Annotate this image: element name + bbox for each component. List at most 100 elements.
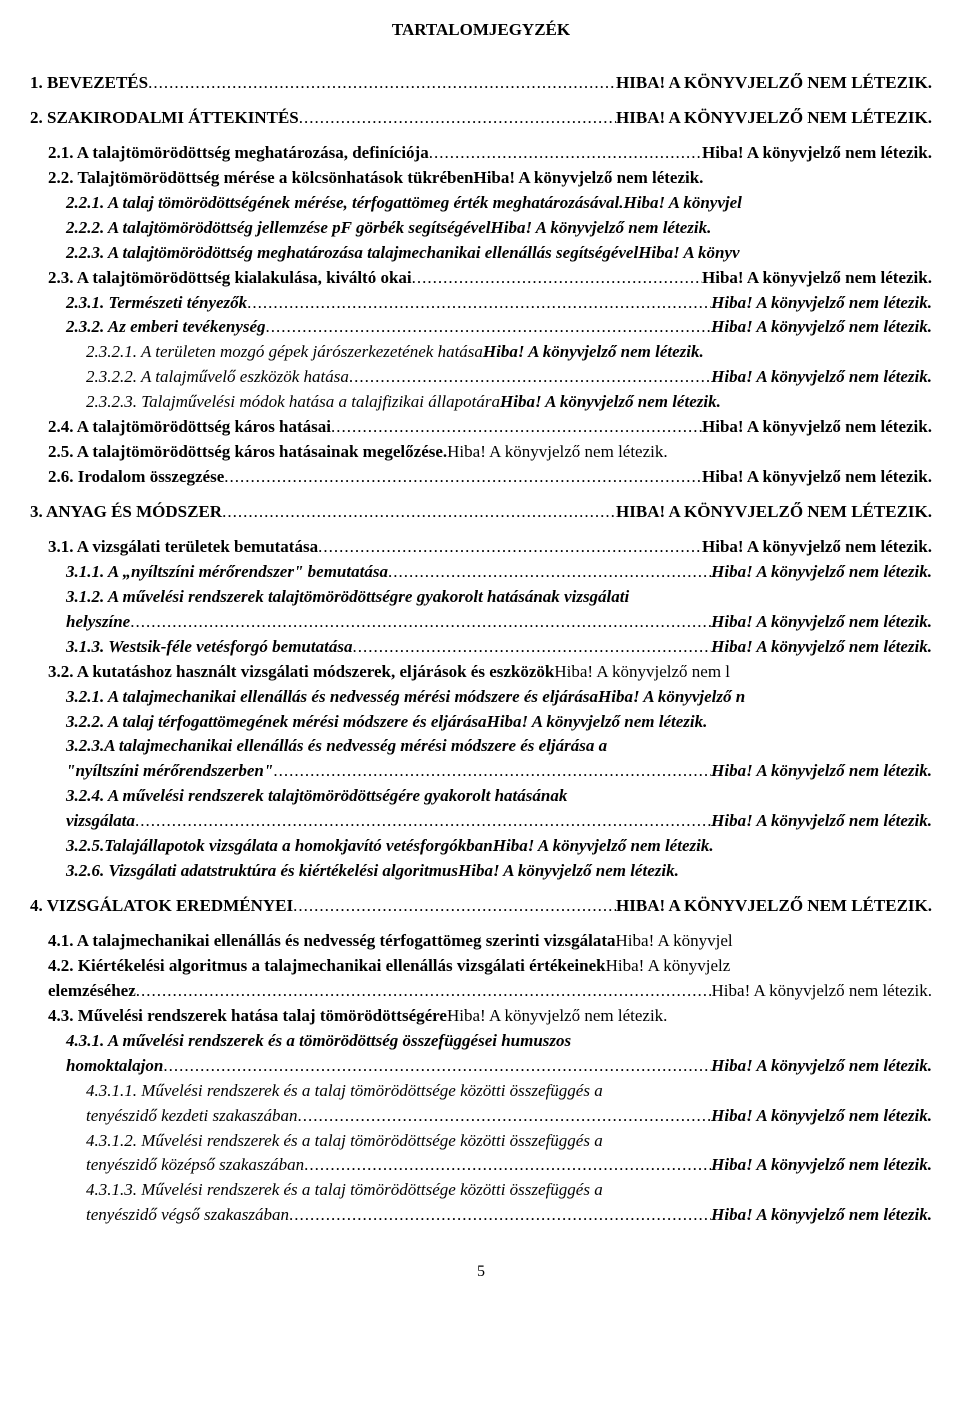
- toc-entry: 4.3.1.1. Művelési rendszerek és a talaj …: [30, 1080, 932, 1103]
- toc-leader: [148, 72, 616, 95]
- toc-ref: Hiba! A könyvjelz: [606, 955, 731, 978]
- toc-entry: 2.2.2. A talajtömörödöttség jellemzése p…: [30, 217, 932, 240]
- toc-leader: [298, 1105, 712, 1128]
- toc-leader: [247, 292, 711, 315]
- toc-entry: 3.2.3.A talajmechanikai ellenállás és ne…: [30, 735, 932, 758]
- toc-entry: 3.1.3. Westsik-féle vetésforgó bemutatás…: [30, 636, 932, 659]
- toc-entry: 2.2. Talajtömörödöttség mérése a kölcsön…: [30, 167, 932, 190]
- toc-label: 2.3.1. Természeti tényezők: [66, 292, 247, 315]
- toc-leader: [331, 416, 702, 439]
- toc-entry: 2.2.3. A talajtömörödöttség meghatározás…: [30, 242, 932, 265]
- toc-entry: 2.1. A talajtömörödöttség meghatározása,…: [30, 142, 932, 165]
- toc-label: 3.2.5.Talajállapotok vizsgálata a homokj…: [66, 835, 493, 858]
- toc-label: 4.1. A talajmechanikai ellenállás és ned…: [48, 930, 616, 953]
- toc-ref: Hiba! A könyvjelző nem létezik.: [711, 561, 932, 584]
- toc-entry: 2.3.2. Az emberi tevékenység Hiba! A kön…: [30, 316, 932, 339]
- toc-label: helyszíne: [66, 611, 130, 634]
- toc-leader: [349, 366, 711, 389]
- toc-label: 2.2.3. A talajtömörödöttség meghatározás…: [66, 242, 638, 265]
- toc-ref: Hiba! A könyvjelző nem létezik.: [702, 536, 932, 559]
- toc-entry: 4.3.1. A művelési rendszerek és a tömörö…: [30, 1030, 932, 1053]
- toc-entry: helyszíne Hiba! A könyvjelző nem létezik…: [30, 611, 932, 634]
- toc-ref: Hiba! A könyvjelző nem létezik.: [711, 366, 932, 389]
- toc-entry: "nyíltszíni mérőrendszerben" Hiba! A kön…: [30, 760, 932, 783]
- toc-label: 3.2.1. A talajmechanikai ellenállás és n…: [66, 686, 598, 709]
- toc-label: 3.1.1. A „nyíltszíni mérőrendszer" bemut…: [66, 561, 388, 584]
- toc-ref: Hiba! A könyvjelző nem létezik.: [711, 760, 932, 783]
- toc-entry: 2.3.2.3. Talajművelési módok hatása a ta…: [30, 391, 932, 414]
- toc-leader: [266, 316, 712, 339]
- toc-leader: [352, 636, 711, 659]
- toc-entry: 2.5. A talajtömörödöttség káros hatásain…: [30, 441, 932, 464]
- toc-ref: HIBA! A KÖNYVJELZŐ NEM LÉTEZIK.: [616, 107, 932, 130]
- toc-label: 4.3. Művelési rendszerek hatása talaj tö…: [48, 1005, 447, 1028]
- toc-ref: Hiba! A könyvjelző nem létezik.: [711, 316, 932, 339]
- toc-entry: 3. ANYAG ÉS MÓDSZER HIBA! A KÖNYVJELZŐ N…: [30, 501, 932, 524]
- toc-label: 4.2. Kiértékelési algoritmus a talajmech…: [48, 955, 606, 978]
- toc-entry: 3.2.6. Vizsgálati adatstruktúra és kiért…: [30, 860, 932, 883]
- toc-leader: [135, 810, 711, 833]
- toc-label: homoktalajon: [66, 1055, 163, 1078]
- toc-ref: Hiba! A könyvjelző nem létezik.: [711, 1154, 932, 1177]
- toc-ref: Hiba! A könyvjelző nem létezik.: [711, 611, 932, 634]
- toc-label: 2.2.1. A talaj tömörödöttségének mérése,…: [66, 192, 624, 215]
- toc-label: 3.1.3. Westsik-féle vetésforgó bemutatás…: [66, 636, 352, 659]
- toc-ref: Hiba! A könyvjelző nem létezik.: [491, 217, 712, 240]
- toc-label: 3.1.2. A művelési rendszerek talajtömörö…: [66, 586, 629, 609]
- toc-label: 4.3.1.1. Művelési rendszerek és a talaj …: [86, 1080, 603, 1103]
- toc-leader: [136, 980, 712, 1003]
- toc-ref: Hiba! A könyvjelző nem létezik.: [487, 711, 708, 734]
- toc-entry: 2.6. Irodalom összegzése Hiba! A könyvje…: [30, 466, 932, 489]
- toc-label: 3.1. A vizsgálati területek bemutatása: [48, 536, 318, 559]
- toc-entry: 4.3.1.2. Művelési rendszerek és a talaj …: [30, 1130, 932, 1153]
- toc-entry: 3.1.1. A „nyíltszíni mérőrendszer" bemut…: [30, 561, 932, 584]
- toc-entry: 3.2. A kutatáshoz használt vizsgálati mó…: [30, 661, 932, 684]
- toc-entry: 2.3.2.1. A területen mozgó gépek járósze…: [30, 341, 932, 364]
- toc-entry: 3.2.4. A művelési rendszerek talajtömörö…: [30, 785, 932, 808]
- toc-ref: Hiba! A könyvjelző nem létezik.: [711, 636, 932, 659]
- toc-ref: HIBA! A KÖNYVJELZŐ NEM LÉTEZIK.: [616, 895, 932, 918]
- toc-label: 2.3.2.2. A talajművelő eszközök hatása: [86, 366, 349, 389]
- toc-label: 2.2. Talajtömörödöttség mérése a kölcsön…: [48, 167, 473, 190]
- toc-leader: [304, 1154, 711, 1177]
- toc-label: 3. ANYAG ÉS MÓDSZER: [30, 501, 222, 524]
- toc-ref: Hiba! A könyvjel: [616, 930, 733, 953]
- toc-entry: homoktalajon Hiba! A könyvjelző nem léte…: [30, 1055, 932, 1078]
- toc-ref: Hiba! A könyvjelző nem létezik.: [702, 142, 932, 165]
- toc-label: 2.3.2.1. A területen mozgó gépek járósze…: [86, 341, 483, 364]
- toc-label: 3.2.6. Vizsgálati adatstruktúra és kiért…: [66, 860, 458, 883]
- toc-ref: Hiba! A könyvjelző nem létezik.: [711, 292, 932, 315]
- toc-entry: vizsgálata Hiba! A könyvjelző nem létezi…: [30, 810, 932, 833]
- toc-label: 2.5. A talajtömörödöttség káros hatásain…: [48, 441, 447, 464]
- page-number: 5: [30, 1263, 932, 1281]
- toc-leader: [293, 895, 616, 918]
- toc-label: tenyészidő kezdeti szakaszában: [86, 1105, 298, 1128]
- toc-entry: 1. BEVEZETÉS HIBA! A KÖNYVJELZŐ NEM LÉTE…: [30, 72, 932, 95]
- toc-ref: Hiba! A könyvjelző nem létezik.: [473, 167, 703, 190]
- toc-entry: 3.2.5.Talajállapotok vizsgálata a homokj…: [30, 835, 932, 858]
- toc-entry: 3.1.2. A művelési rendszerek talajtömörö…: [30, 586, 932, 609]
- toc-ref: Hiba! A könyvjelző n: [598, 686, 745, 709]
- toc-ref: Hiba! A könyv: [638, 242, 739, 265]
- toc-leader: [299, 107, 616, 130]
- toc-label: "nyíltszíni mérőrendszerben": [66, 760, 273, 783]
- toc-leader: [163, 1055, 711, 1078]
- toc-entry: 2. SZAKIRODALMI ÁTTEKINTÉS HIBA! A KÖNYV…: [30, 107, 932, 130]
- toc-ref: Hiba! A könyvjelző nem létezik.: [712, 980, 932, 1003]
- toc-label: 2.3.2.3. Talajművelési módok hatása a ta…: [86, 391, 500, 414]
- toc-ref: Hiba! A könyvjelző nem létezik.: [500, 391, 721, 414]
- toc-label: 3.2.2. A talaj térfogattömegének mérési …: [66, 711, 487, 734]
- toc-label: 4.3.1.3. Művelési rendszerek és a talaj …: [86, 1179, 603, 1202]
- toc-label: 3.2. A kutatáshoz használt vizsgálati mó…: [48, 661, 554, 684]
- toc-entry: 4.3.1.3. Művelési rendszerek és a talaj …: [30, 1179, 932, 1202]
- toc-leader: [273, 760, 711, 783]
- toc-entry: 2.3. A talajtömörödöttség kialakulása, k…: [30, 267, 932, 290]
- toc-label: 3.2.4. A művelési rendszerek talajtömörö…: [66, 785, 567, 808]
- toc-leader: [318, 536, 702, 559]
- toc-ref: Hiba! A könyvjelző nem létezik.: [711, 1204, 932, 1227]
- toc-entry: tenyészidő középső szakaszában Hiba! A k…: [30, 1154, 932, 1177]
- toc-entry: tenyészidő végső szakaszában Hiba! A kön…: [30, 1204, 932, 1227]
- toc-entry: 2.2.1. A talaj tömörödöttségének mérése,…: [30, 192, 932, 215]
- toc-label: 2. SZAKIRODALMI ÁTTEKINTÉS: [30, 107, 299, 130]
- toc-label: elemzéséhez: [48, 980, 136, 1003]
